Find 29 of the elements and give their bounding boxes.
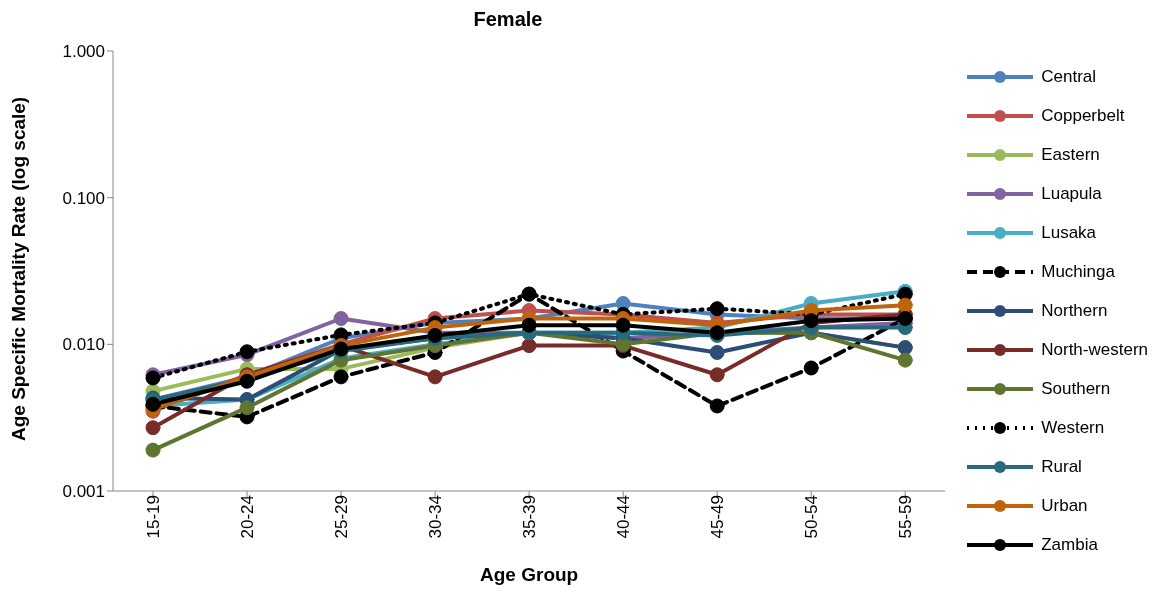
x-tick-label: 25-29 — [332, 495, 352, 539]
legend-label: Copperbelt — [1041, 106, 1125, 126]
legend-label: North-western — [1041, 340, 1148, 360]
legend-label: Southern — [1041, 379, 1111, 399]
legend-label: Central — [1041, 67, 1097, 87]
x-tick-label: 15-19 — [144, 495, 164, 539]
y-tick-label: 1.000 — [62, 42, 105, 62]
legend-label: Rural — [1041, 457, 1082, 477]
x-tick-label: 30-34 — [426, 495, 446, 539]
y-axis-title: Age Specific Mortality Rate (log scale) — [7, 96, 29, 441]
legend-label: Muchinga — [1041, 262, 1115, 282]
x-tick-label: 45-49 — [708, 495, 728, 539]
x-tick-label: 40-44 — [614, 495, 634, 539]
legend-label: Urban — [1041, 496, 1088, 516]
y-tick-label: 0.010 — [62, 335, 105, 355]
legend-label: Western — [1041, 418, 1105, 438]
y-tick-label: 0.001 — [62, 482, 105, 502]
x-tick-label: 35-39 — [520, 495, 540, 539]
legend-label: Northern — [1041, 301, 1108, 321]
x-axis-title: Age Group — [480, 564, 579, 585]
legend-label: Zambia — [1041, 535, 1098, 555]
x-tick-label: 50-54 — [802, 495, 822, 539]
legend-label: Eastern — [1041, 145, 1100, 165]
legend-label: Lusaka — [1041, 223, 1097, 243]
x-tick-label: 55-59 — [896, 495, 916, 539]
x-tick-label: 20-24 — [238, 495, 258, 539]
legend-label: Luapula — [1041, 184, 1102, 204]
chart-title: Female — [472, 8, 544, 31]
y-tick-label: 0.100 — [62, 188, 105, 208]
